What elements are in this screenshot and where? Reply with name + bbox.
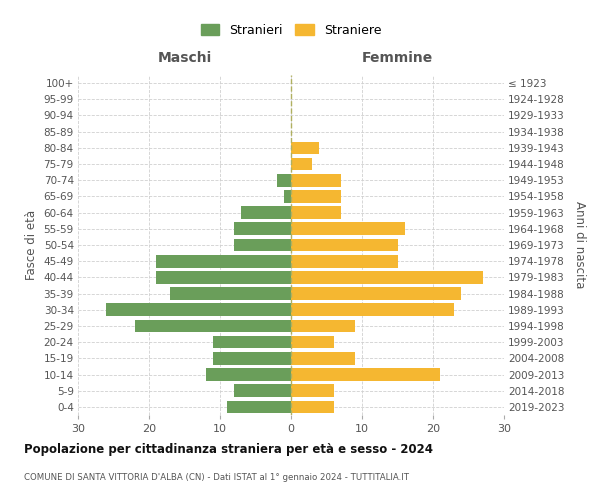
Text: Femmine: Femmine (362, 52, 433, 66)
Text: Maschi: Maschi (157, 52, 212, 66)
Bar (291, 222, 404, 235)
Bar (234, 238, 291, 252)
Bar (156, 255, 291, 268)
Bar (277, 174, 291, 186)
Bar (291, 368, 440, 381)
Bar (291, 174, 341, 186)
Bar (291, 384, 334, 397)
Bar (291, 288, 461, 300)
Bar (135, 320, 291, 332)
Bar (291, 255, 398, 268)
Bar (291, 352, 355, 364)
Bar (213, 352, 291, 364)
Bar (291, 142, 319, 154)
Bar (227, 400, 291, 413)
Bar (291, 271, 482, 283)
Bar (291, 190, 341, 202)
Bar (291, 238, 398, 252)
Bar (206, 368, 291, 381)
Bar (291, 336, 334, 348)
Bar (291, 206, 341, 219)
Bar (156, 271, 291, 283)
Y-axis label: Anni di nascita: Anni di nascita (573, 202, 586, 288)
Bar (291, 304, 454, 316)
Bar (213, 336, 291, 348)
Bar (234, 222, 291, 235)
Bar (170, 288, 291, 300)
Bar (284, 190, 291, 202)
Y-axis label: Fasce di età: Fasce di età (25, 210, 38, 280)
Bar (291, 400, 334, 413)
Bar (106, 304, 291, 316)
Bar (234, 384, 291, 397)
Text: COMUNE DI SANTA VITTORIA D'ALBA (CN) - Dati ISTAT al 1° gennaio 2024 - TUTTITALI: COMUNE DI SANTA VITTORIA D'ALBA (CN) - D… (24, 472, 409, 482)
Text: Popolazione per cittadinanza straniera per età e sesso - 2024: Popolazione per cittadinanza straniera p… (24, 442, 433, 456)
Bar (241, 206, 291, 219)
Legend: Stranieri, Straniere: Stranieri, Straniere (197, 20, 385, 40)
Bar (291, 158, 313, 170)
Bar (291, 320, 355, 332)
